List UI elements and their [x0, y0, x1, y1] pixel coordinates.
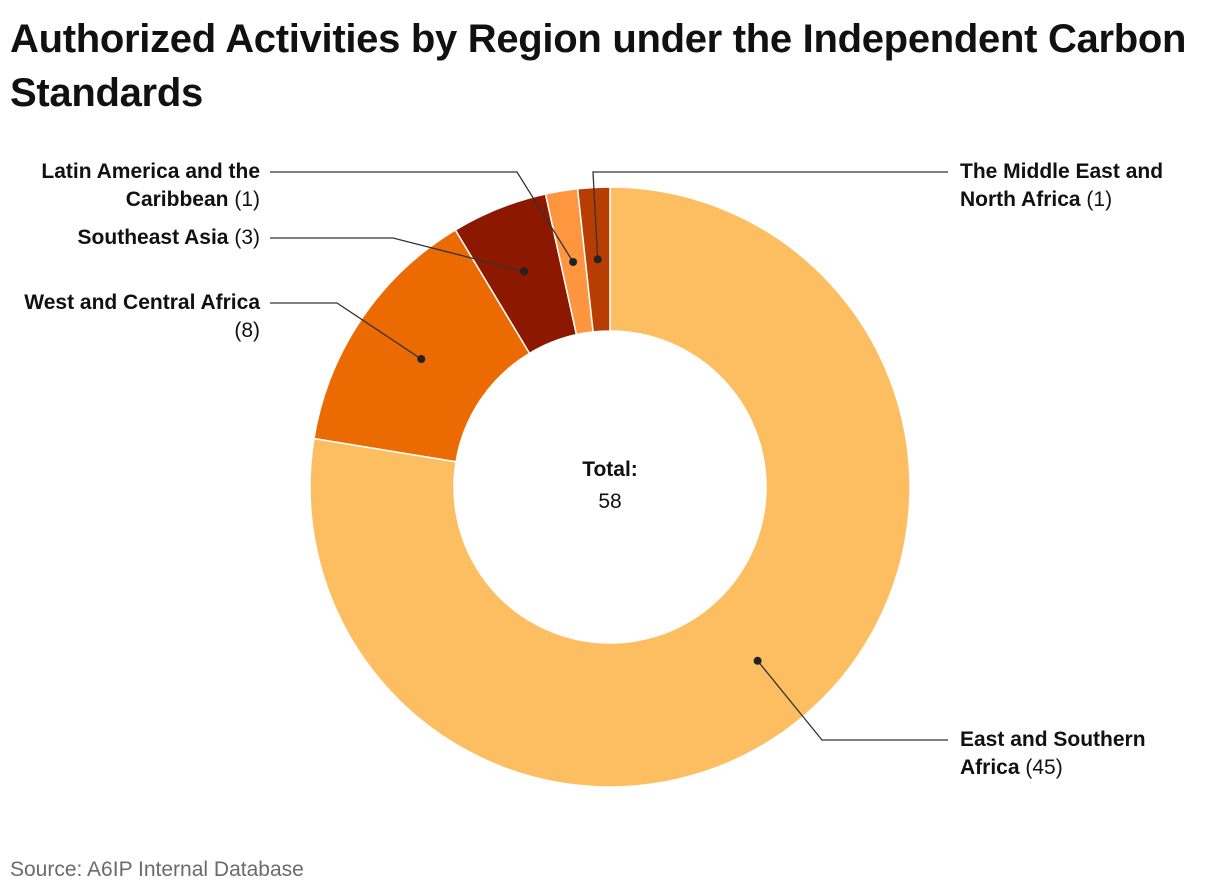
leader-latin-america-caribbean-dot [569, 258, 578, 267]
slice-east-and-southern-africa [309, 186, 911, 788]
leader-southeast-asia [270, 237, 525, 273]
label-east-southern-africa: East and Southern Africa (45) [960, 726, 1200, 782]
leader-east-southern-africa-dot [753, 656, 762, 665]
label-value: (1) [1086, 188, 1113, 211]
slice-west-and-central-africa [313, 228, 531, 463]
leader-southeast-asia-dot [520, 267, 529, 276]
label-name: Latin America and the Caribbean [41, 160, 260, 211]
leader-west-central-africa-dot [417, 355, 426, 364]
label-west-central-africa: West and Central Africa (8) [10, 289, 260, 345]
label-name: West and Central Africa [24, 291, 260, 314]
chart-title: Authorized Activities by Region under th… [10, 17, 1187, 115]
label-latin-america-caribbean: Latin America and the Caribbean (1) [10, 158, 260, 214]
label-southeast-asia: Southeast Asia (3) [10, 224, 260, 252]
leader-east-southern-africa [757, 660, 948, 741]
leader-middle-east-north-africa-dot [593, 255, 602, 264]
label-value: (8) [234, 319, 260, 342]
label-name: East and Southern Africa [960, 728, 1146, 779]
label-value: (1) [234, 188, 260, 211]
leader-middle-east-north-africa [592, 171, 948, 260]
total-label: Total: [582, 458, 638, 481]
total-value: 58 [598, 490, 622, 513]
label-value: (3) [234, 226, 260, 249]
leader-lines-group [270, 171, 948, 741]
source-note: Source: A6IP Internal Database [10, 858, 304, 881]
slices-group [309, 186, 911, 788]
label-value: (45) [1025, 756, 1063, 779]
label-middle-east-north-africa: The Middle East and North Africa (1) [960, 158, 1200, 214]
leader-west-central-africa [270, 302, 422, 360]
leader-latin-america-caribbean [270, 171, 574, 263]
label-name: Southeast Asia [77, 226, 229, 249]
label-name: The Middle East and North Africa [960, 160, 1164, 211]
